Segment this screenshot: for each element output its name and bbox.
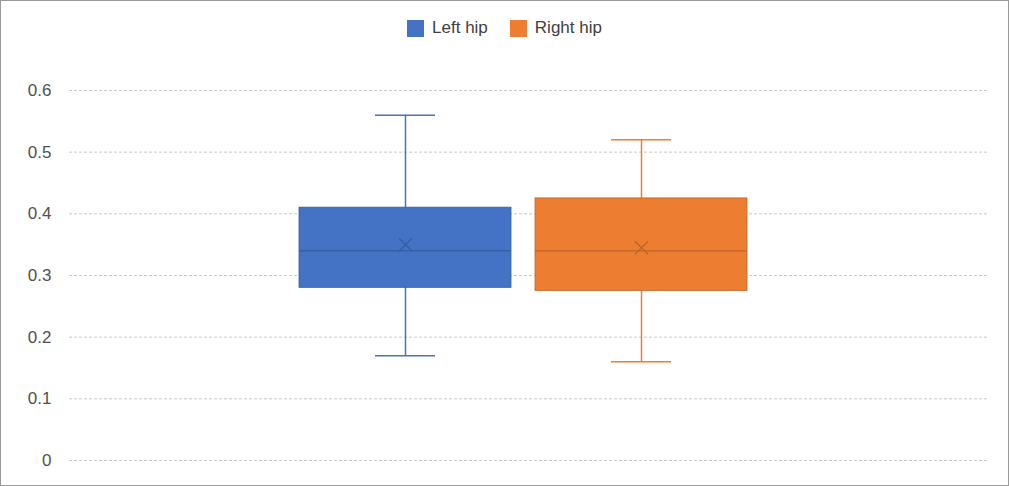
svg-text:0: 0 xyxy=(42,451,51,470)
html-text:Right hip: Right hip xyxy=(534,18,602,37)
svg-text:0.1: 0.1 xyxy=(28,389,52,408)
html-text:Left hip: Left hip xyxy=(432,18,488,37)
svg-text:0.2: 0.2 xyxy=(28,328,52,347)
svg-text:0.5: 0.5 xyxy=(28,143,52,162)
svg-text:0.6: 0.6 xyxy=(28,81,52,100)
svg-text:0.4: 0.4 xyxy=(28,204,52,223)
svg-text:0.3: 0.3 xyxy=(28,266,52,285)
